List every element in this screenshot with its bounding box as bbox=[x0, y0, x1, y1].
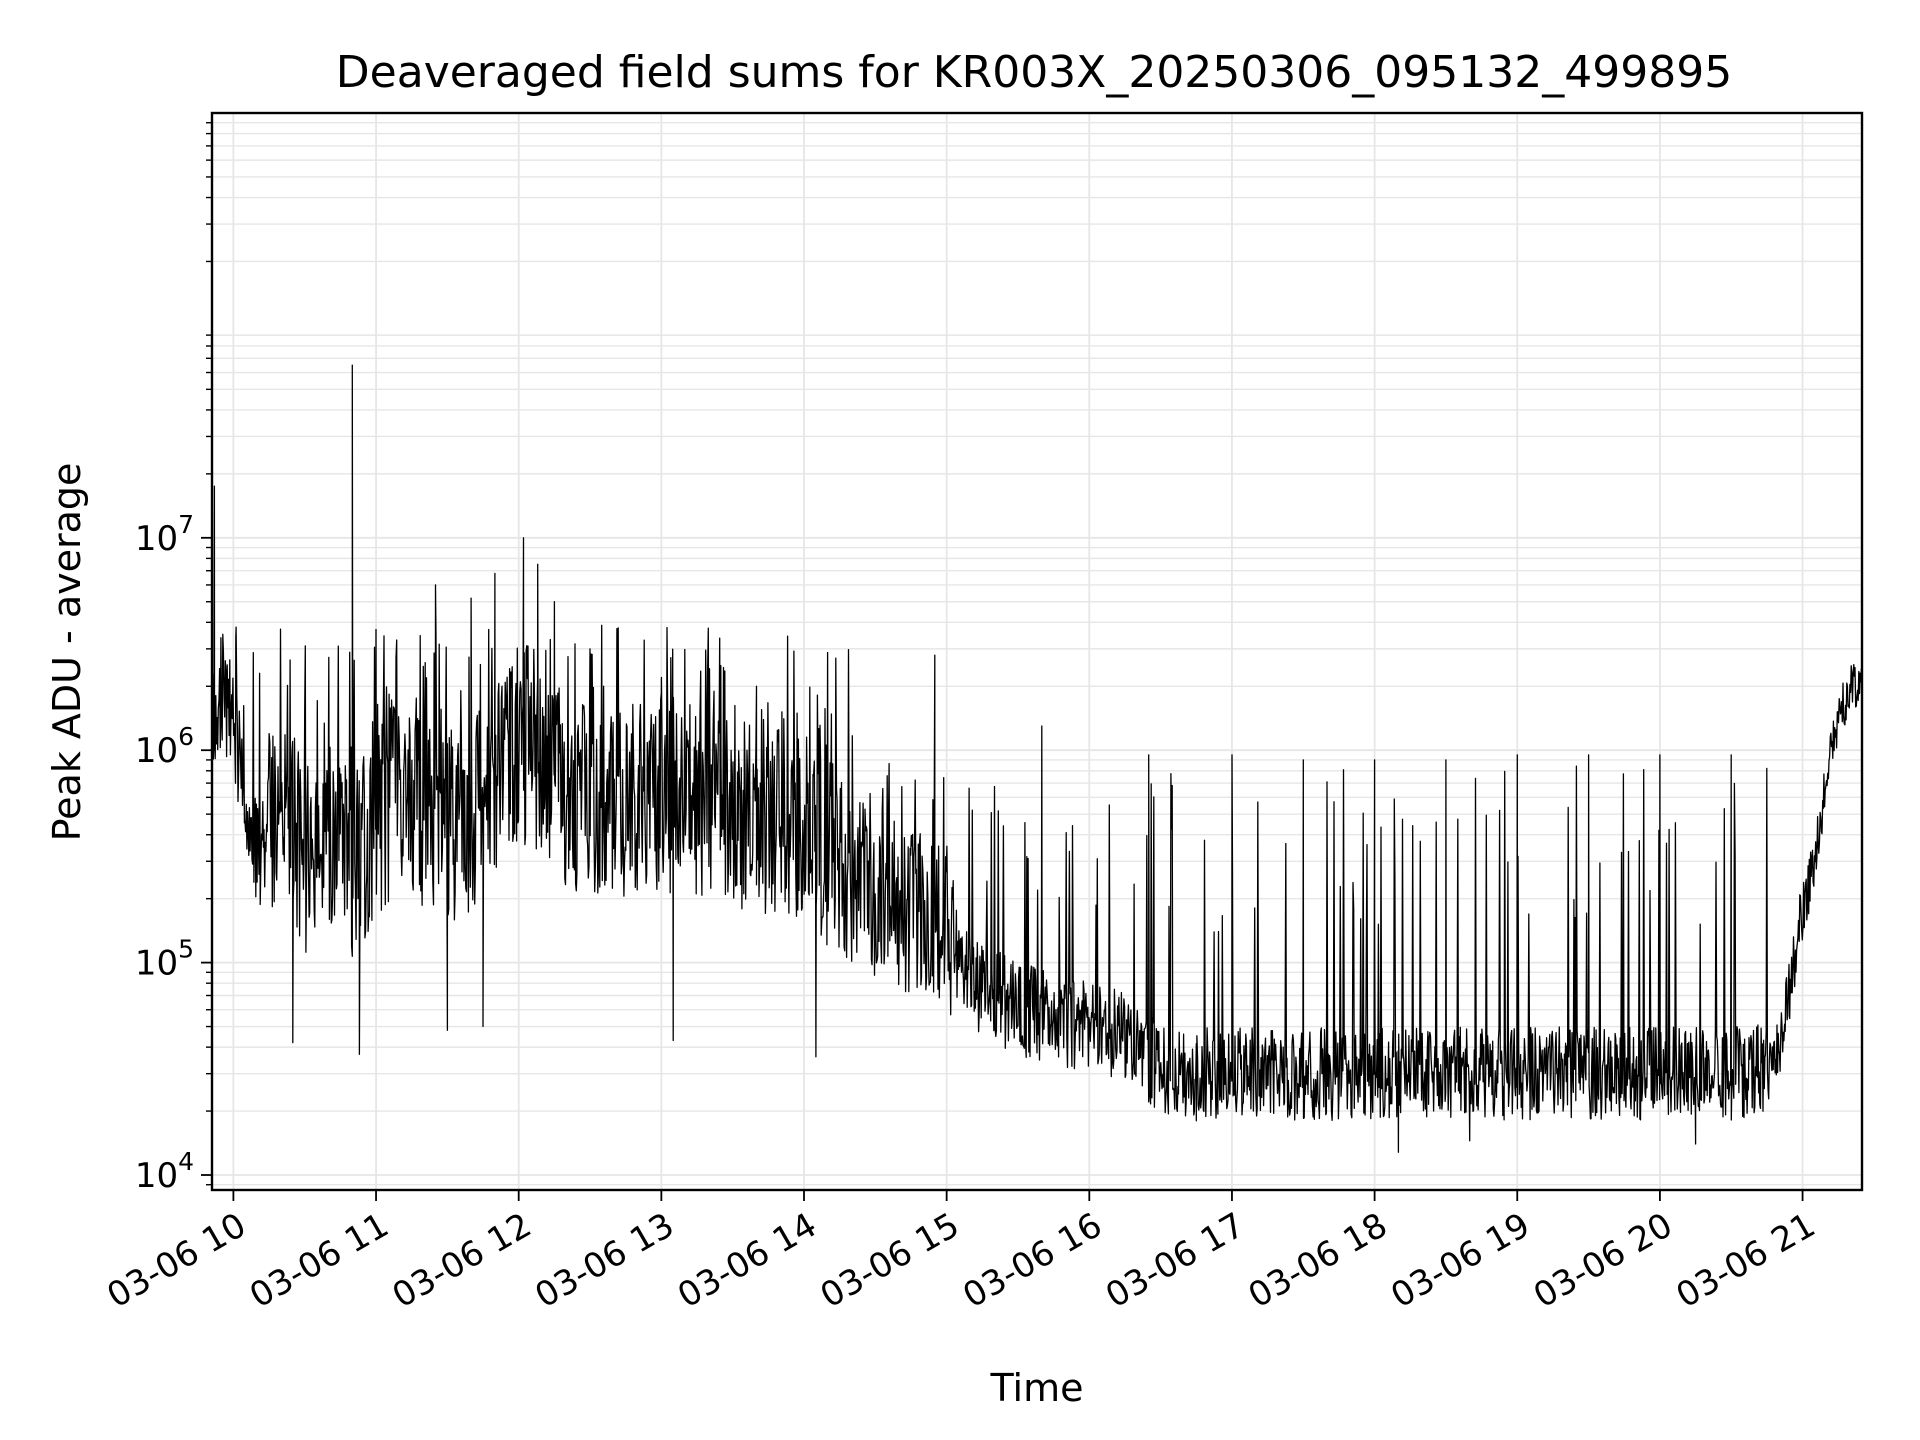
chart-title: Deaveraged field sums for KR003X_2025030… bbox=[336, 47, 1732, 98]
series-line-peak-adu bbox=[211, 364, 1863, 1153]
y-tick-base: 10 bbox=[135, 1156, 178, 1196]
x-axis-label: Time bbox=[990, 1366, 1084, 1410]
y-axis-label: Peak ADU - average bbox=[45, 463, 89, 842]
series-group bbox=[211, 364, 1863, 1153]
y-tick-label: 106 bbox=[135, 722, 194, 771]
y-tick-base: 10 bbox=[135, 731, 178, 771]
y-tick-label: 107 bbox=[135, 510, 194, 559]
plot-frame bbox=[210, 111, 1864, 1192]
y-tick-base: 10 bbox=[135, 944, 178, 984]
y-tick-base: 10 bbox=[135, 519, 178, 559]
y-tick-exponent: 6 bbox=[178, 722, 194, 751]
y-tick-exponent: 4 bbox=[178, 1147, 194, 1176]
y-tick-exponent: 5 bbox=[178, 935, 194, 964]
y-tick-exponent: 7 bbox=[178, 510, 194, 539]
y-tick-label: 105 bbox=[135, 935, 194, 984]
y-tick-label: 104 bbox=[135, 1147, 194, 1196]
